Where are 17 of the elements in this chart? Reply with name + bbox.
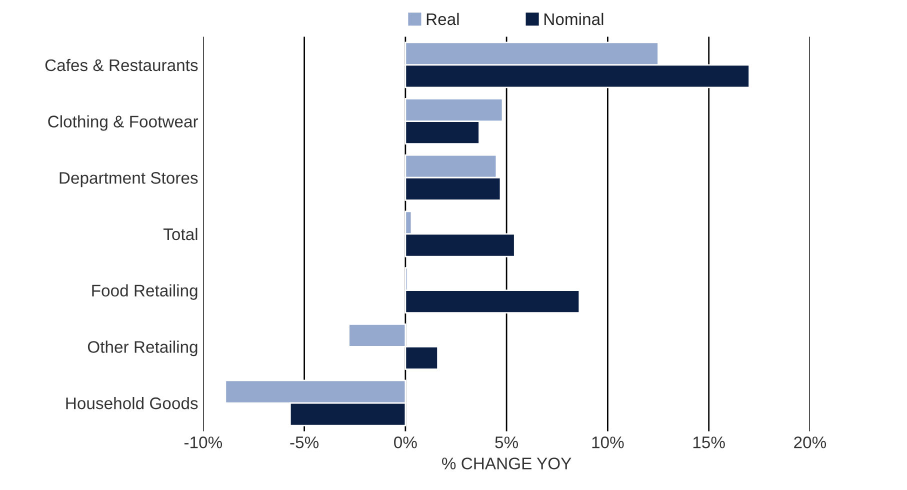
y-tick-label: Cafes & Restaurants — [45, 58, 198, 72]
x-axis-title: % CHANGE YOY — [442, 458, 572, 470]
y-tick-label: Department Stores — [60, 172, 198, 188]
y-tick-label: Total — [163, 228, 198, 240]
x-tick-label: 15% — [693, 436, 725, 448]
legend-label: Real — [426, 12, 459, 26]
x-tick-label: 0% — [394, 436, 417, 448]
x-tick-label: -5% — [290, 436, 319, 448]
y-tick-label: Food Retailing — [92, 284, 198, 300]
x-tick-label: -10% — [184, 436, 222, 448]
x-tick-label: 10% — [592, 436, 624, 448]
y-tick-label: Household Goods — [66, 396, 198, 410]
x-tick-label: 5% — [495, 436, 518, 448]
y-tick-label: Other Retailing — [88, 340, 198, 356]
x-tick-label: 20% — [794, 436, 826, 448]
y-tick-label: Clothing & Footwear — [48, 115, 198, 131]
legend-label: Nominal — [544, 12, 604, 26]
